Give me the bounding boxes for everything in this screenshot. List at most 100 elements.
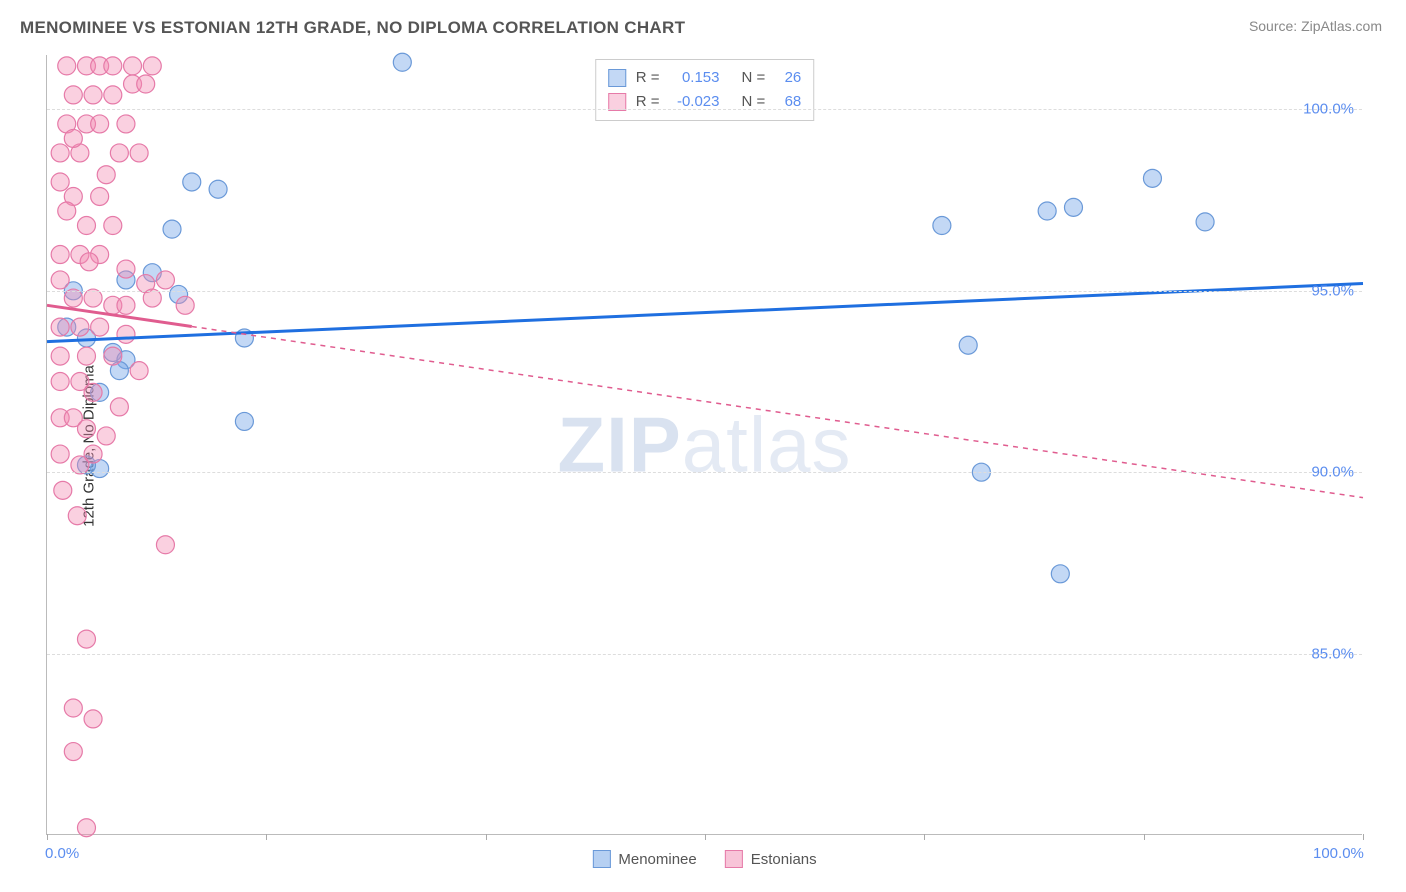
scatter-point [1051,565,1069,583]
scatter-point [51,373,69,391]
scatter-point [97,427,115,445]
scatter-point [77,420,95,438]
legend-bottom-item: Menominee [592,850,696,868]
legend-bottom: Menominee Estonians [592,850,816,868]
plot-area: ZIPatlas R =0.153N =26R =-0.023N =68 Men… [46,55,1362,835]
scatter-point [1143,169,1161,187]
legend-swatch [592,850,610,868]
x-tick [47,834,48,840]
y-tick-label: 85.0% [1311,645,1354,662]
scatter-point [51,318,69,336]
scatter-point [77,630,95,648]
legend-n-value: 26 [775,66,801,90]
scatter-point [393,53,411,71]
legend-swatch [608,69,626,87]
scatter-point [183,173,201,191]
scatter-point [1196,213,1214,231]
x-tick [266,834,267,840]
scatter-point [77,217,95,235]
chart-title: MENOMINEE VS ESTONIAN 12TH GRADE, NO DIP… [20,18,685,38]
scatter-point [51,347,69,365]
scatter-point [117,325,135,343]
x-tick [1363,834,1364,840]
scatter-point [104,57,122,75]
scatter-point [84,86,102,104]
scatter-point [117,115,135,133]
source-label: Source: ZipAtlas.com [1249,18,1382,34]
legend-swatch [608,93,626,111]
scatter-point [51,271,69,289]
grid-line [47,291,1362,292]
scatter-point [104,347,122,365]
x-tick [486,834,487,840]
legend-r-label: R = [636,66,660,90]
scatter-point [84,445,102,463]
legend-r-value: 0.153 [670,66,720,90]
scatter-point [51,173,69,191]
grid-line [47,654,1362,655]
grid-line [47,472,1362,473]
legend-top: R =0.153N =26R =-0.023N =68 [595,59,815,121]
scatter-point [156,271,174,289]
legend-label: Estonians [751,851,817,868]
legend-swatch [725,850,743,868]
scatter-point [77,347,95,365]
scatter-point [64,743,82,761]
scatter-point [58,57,76,75]
x-tick-label: 100.0% [1313,845,1364,862]
x-tick-label: 0.0% [45,845,79,862]
scatter-point [235,412,253,430]
x-tick [705,834,706,840]
scatter-point [64,129,82,147]
scatter-point [104,217,122,235]
y-tick-label: 95.0% [1311,282,1354,299]
scatter-point [117,296,135,314]
plot-svg [47,55,1362,834]
x-tick [1144,834,1145,840]
scatter-point [104,86,122,104]
legend-label: Menominee [618,851,696,868]
legend-bottom-item: Estonians [725,850,817,868]
scatter-point [84,383,102,401]
scatter-point [51,246,69,264]
scatter-point [80,253,98,271]
scatter-point [64,699,82,717]
legend-n-label: N = [742,66,766,90]
scatter-point [1038,202,1056,220]
y-tick-label: 100.0% [1303,101,1354,118]
scatter-point [959,336,977,354]
scatter-point [156,536,174,554]
scatter-point [110,398,128,416]
chart-container: MENOMINEE VS ESTONIAN 12TH GRADE, NO DIP… [0,0,1406,892]
scatter-point [110,144,128,162]
scatter-point [64,86,82,104]
scatter-point [51,445,69,463]
scatter-point [137,75,155,93]
scatter-point [130,144,148,162]
scatter-point [91,187,109,205]
scatter-point [117,260,135,278]
scatter-point [1064,198,1082,216]
grid-line [47,109,1362,110]
scatter-point [54,481,72,499]
scatter-point [130,362,148,380]
scatter-point [68,507,86,525]
scatter-point [97,166,115,184]
scatter-point [143,57,161,75]
scatter-point [58,202,76,220]
scatter-point [933,217,951,235]
scatter-point [91,115,109,133]
trend-line [47,284,1363,342]
scatter-point [176,296,194,314]
scatter-point [124,57,142,75]
scatter-point [209,180,227,198]
y-tick-label: 90.0% [1311,464,1354,481]
scatter-point [163,220,181,238]
legend-top-row: R = 0.153 N = 26 [608,66,802,90]
scatter-point [71,318,89,336]
x-tick [924,834,925,840]
scatter-point [91,318,109,336]
scatter-point [84,710,102,728]
scatter-point [51,144,69,162]
scatter-point [77,819,95,837]
